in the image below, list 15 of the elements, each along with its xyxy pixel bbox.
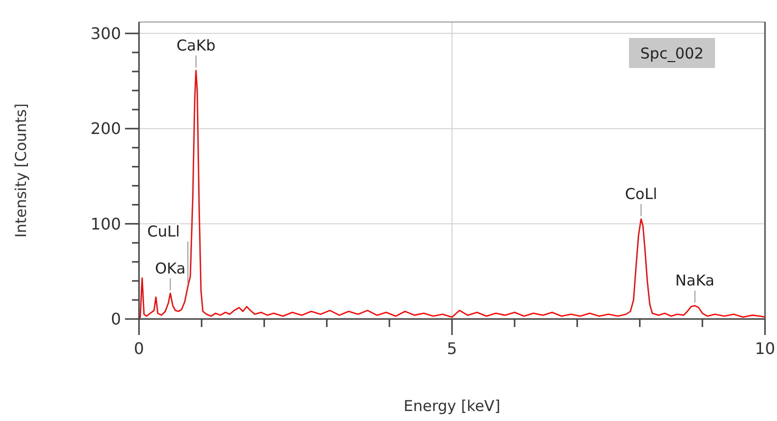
y-tick-label: 200 [90,119,121,138]
y-tick-label: 100 [90,214,121,234]
annotation: NaKa [675,272,714,290]
x-tick-label: 10 [754,339,776,358]
y-axis-title: Intensity [Counts] [12,103,30,238]
annotation: OKa [155,259,186,278]
annotation: Spc_002 [640,44,704,62]
x-axis-title: Energy [keV] [404,397,500,415]
x-tick-label: 5 [446,339,458,358]
annotation: CaKb [176,36,216,55]
annotation: CuLl [147,222,180,241]
annotation: CoLl [624,185,658,204]
y-tick-label: 300 [90,24,121,44]
x-tick-label: 0 [134,339,144,358]
y-tick-label: 0 [110,310,121,329]
